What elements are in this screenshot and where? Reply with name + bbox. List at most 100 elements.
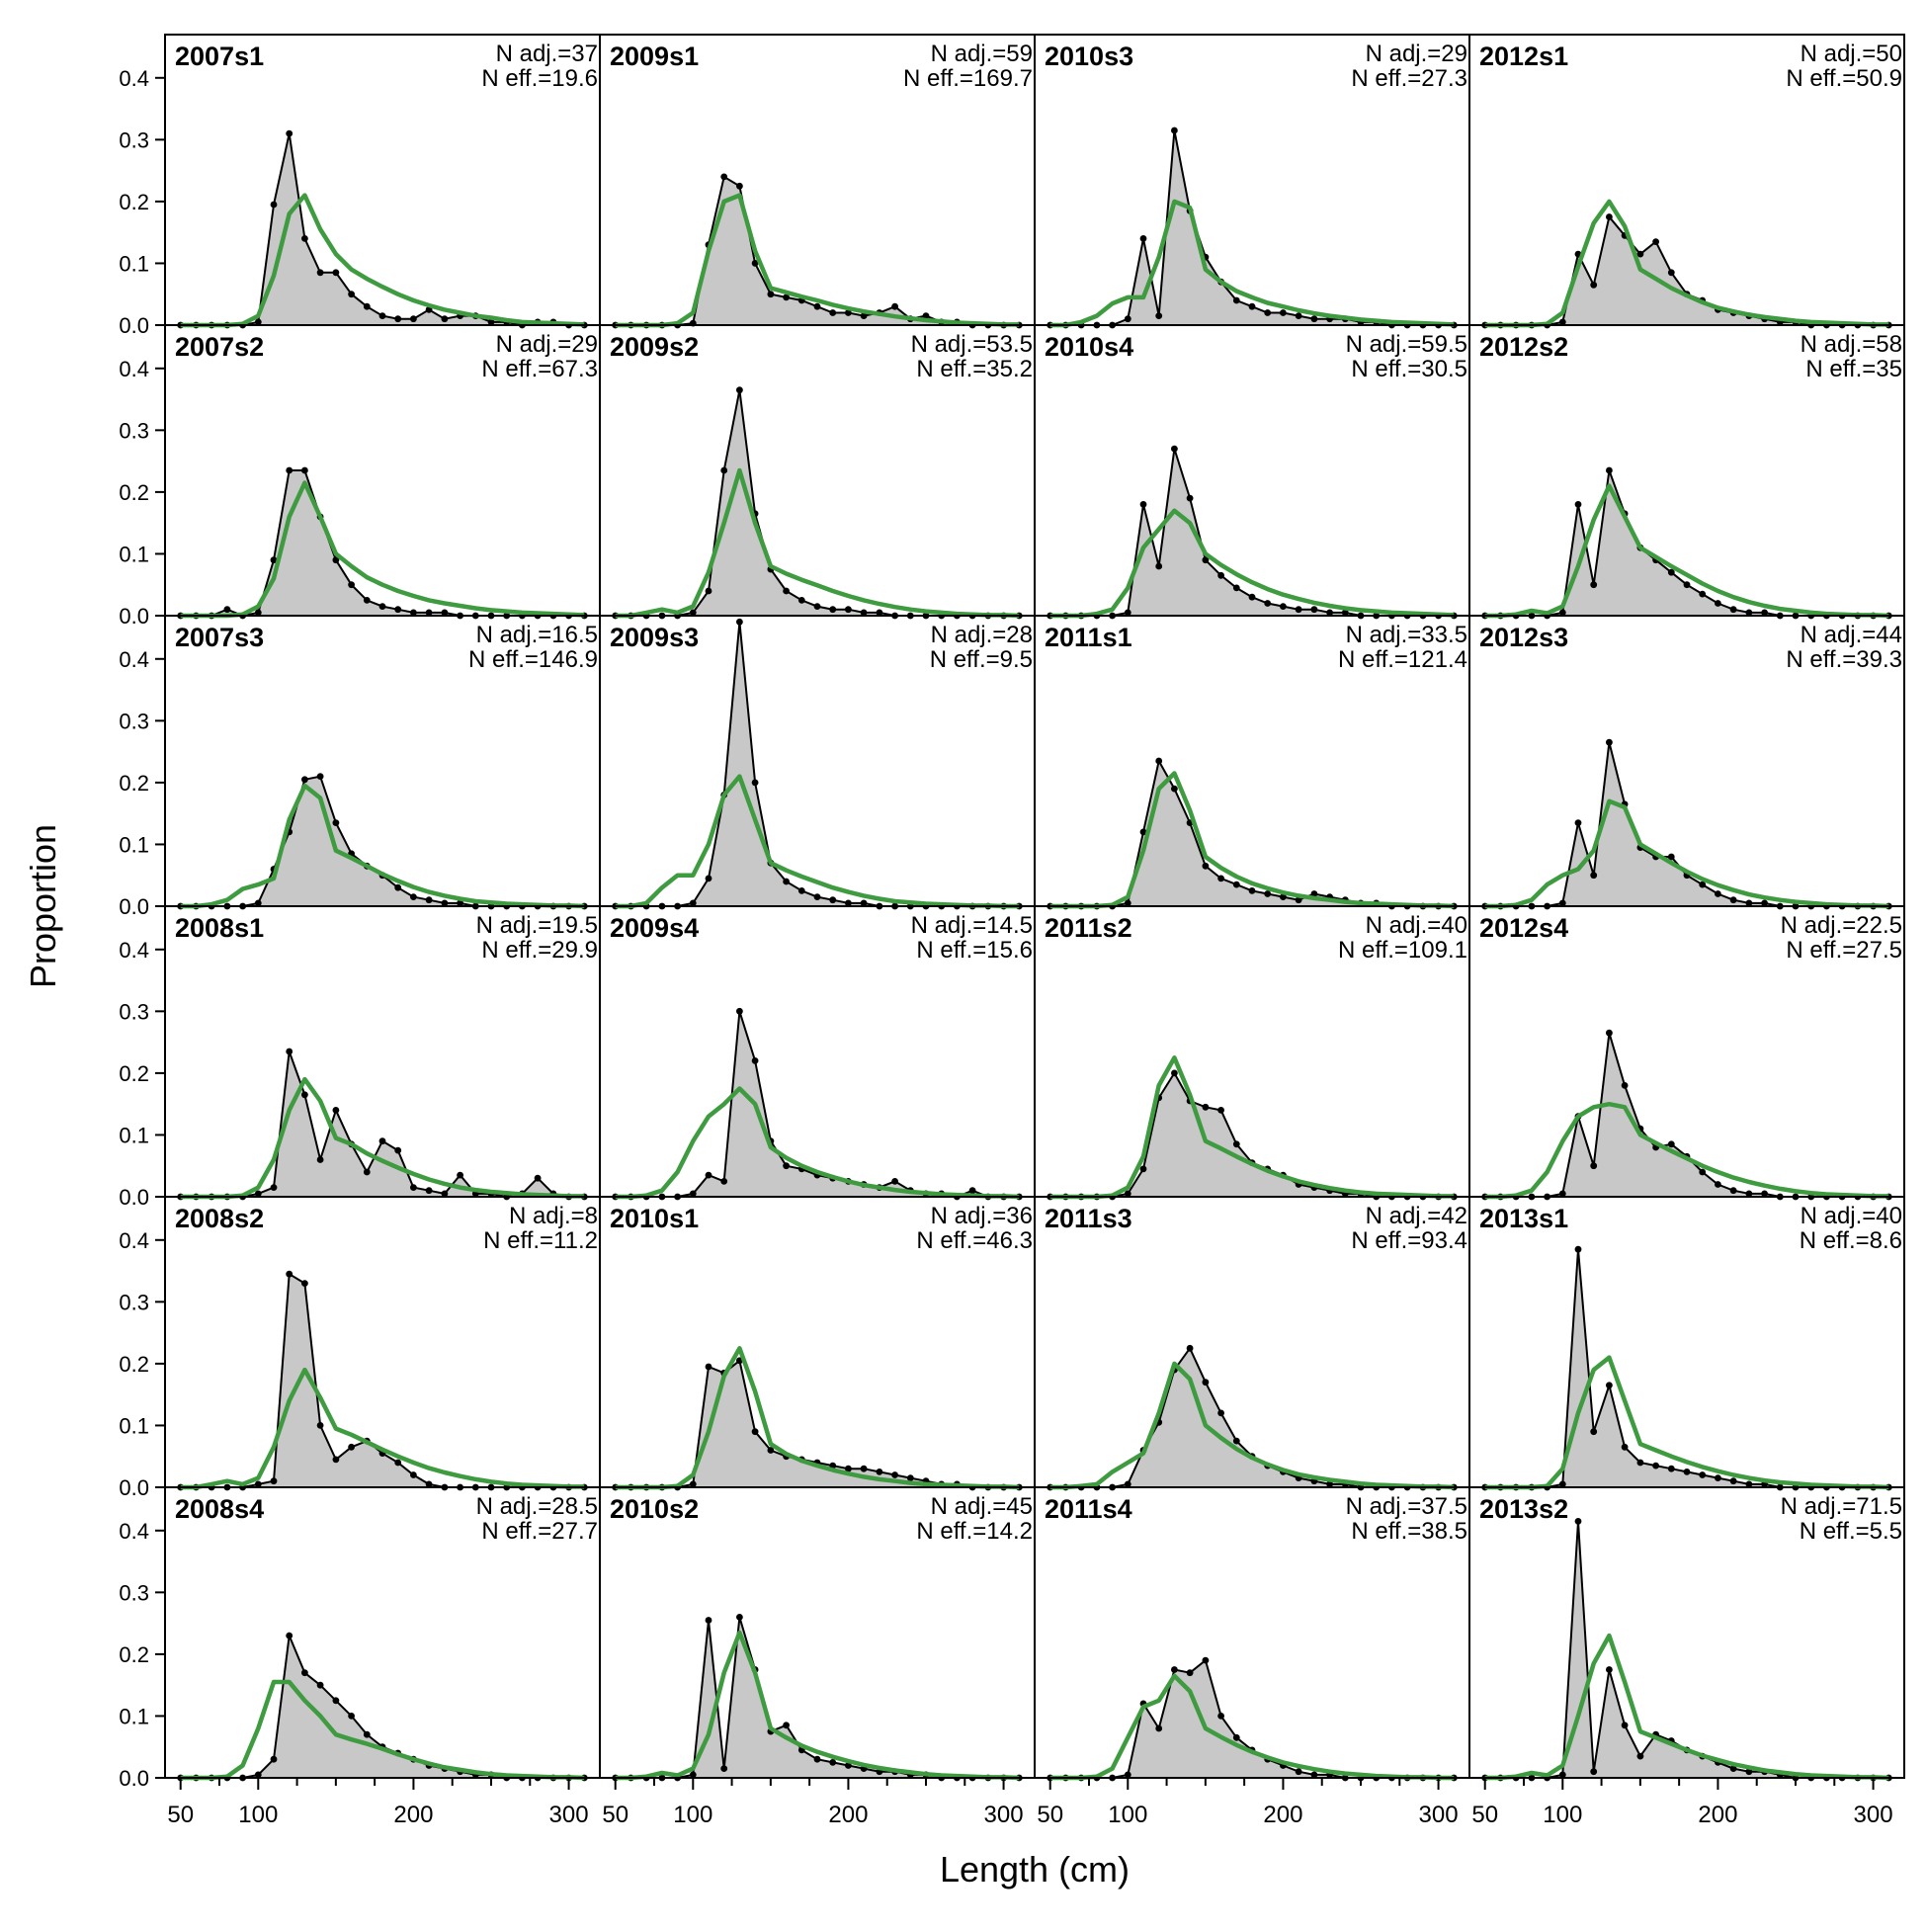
observed-point-2012s1-170 [1667, 269, 1675, 277]
observed-area-2010s4 [1049, 449, 1455, 616]
n-eff-label: N eff.=14.2 [916, 1518, 1033, 1545]
observed-area-2007s3 [180, 776, 585, 906]
n-eff-label: N eff.=121.4 [1338, 646, 1467, 673]
observed-point-2007s1-120 [286, 129, 293, 137]
observed-point-2009s1-160 [783, 294, 790, 301]
observed-point-2007s3-190 [394, 883, 402, 891]
observed-point-2010s2-120 [720, 1765, 728, 1772]
observed-point-2007s2-210 [425, 609, 433, 617]
x-tick-label: 300 [984, 1802, 1024, 1828]
n-eff-label: N eff.=93.4 [1351, 1227, 1467, 1254]
observed-point-2009s4-130 [736, 1007, 743, 1015]
expected-line-2010s2 [615, 1630, 1020, 1781]
observed-point-2007s1-130 [301, 235, 308, 242]
n-adj-label: N adj.=59 [931, 41, 1033, 67]
observed-point-2007s2-180 [378, 603, 386, 610]
observed-point-2008s1-120 [286, 1048, 293, 1055]
observed-point-2007s1-190 [394, 315, 402, 323]
n-eff-label: N eff.=27.5 [1786, 937, 1902, 964]
observed-point-2008s1-180 [378, 1137, 386, 1145]
y-tick-label: 0.1 [119, 1123, 149, 1147]
observed-point-2011s1-170 [1232, 881, 1240, 888]
observed-point-2007s1-110 [270, 201, 278, 209]
n-eff-label: N eff.=30.5 [1351, 356, 1467, 382]
n-eff-label: N eff.=11.2 [483, 1227, 598, 1254]
observed-point-2013s1-100 [1558, 1480, 1566, 1488]
observed-point-2007s3-100 [254, 899, 262, 907]
y-tick-label: 0.2 [119, 1642, 149, 1667]
observed-line-2009s2 [615, 389, 1020, 617]
n-adj-label: N adj.=28 [931, 622, 1033, 648]
y-tick-label: 0.0 [119, 894, 149, 919]
observed-point-2009s2-120 [720, 466, 728, 474]
observed-point-2013s2-140 [1621, 1722, 1629, 1729]
panel-label: 2012s2 [1479, 332, 1568, 362]
observed-point-2008s1-100 [254, 1190, 262, 1198]
observed-point-2007s3-220 [441, 899, 449, 907]
observed-point-2012s1-150 [1636, 250, 1644, 258]
x-tick-label: 300 [549, 1802, 589, 1828]
observed-point-2007s1-200 [410, 315, 417, 323]
observed-point-2007s2-120 [286, 466, 293, 474]
y-tick-label: 0.2 [119, 771, 149, 796]
n-adj-label: N adj.=40 [1801, 1203, 1902, 1229]
observed-area-2007s1 [180, 133, 585, 325]
observed-point-2008s2-150 [332, 1456, 340, 1464]
observed-point-2010s2-190 [829, 1759, 837, 1766]
observed-point-2007s1-220 [441, 315, 449, 323]
expected-line-2008s2 [180, 1367, 585, 1490]
panel-label: 2008s1 [175, 913, 264, 943]
observed-area-2007s2 [180, 470, 585, 616]
panel-label: 2011s2 [1045, 913, 1132, 943]
observed-point-2012s2-100 [1558, 609, 1566, 617]
observed-point-2009s1-140 [751, 260, 759, 267]
observed-point-2011s3-160 [1217, 1409, 1224, 1417]
x-tick-label: 300 [1419, 1802, 1459, 1828]
observed-point-2012s4-200 [1715, 1181, 1721, 1188]
x-tick-label: 100 [1108, 1802, 1147, 1828]
observed-point-2008s1-150 [332, 1107, 340, 1114]
observed-point-2009s3-170 [797, 887, 805, 894]
expected-line-2007s2 [180, 480, 585, 619]
observed-area-2011s3 [1049, 1348, 1455, 1487]
observed-point-2012s3-110 [1574, 819, 1582, 826]
observed-point-2008s4-160 [348, 1713, 355, 1720]
observed-area-2012s4 [1484, 1033, 1889, 1197]
observed-point-2010s1-210 [860, 1465, 868, 1472]
observed-line-2009s4 [615, 1011, 1020, 1199]
observed-point-2011s1-210 [1295, 896, 1302, 904]
observed-point-2012s2-200 [1715, 600, 1721, 607]
observed-point-2013s1-160 [1652, 1462, 1659, 1470]
panel-label: 2007s3 [175, 623, 264, 652]
observed-point-2012s4-190 [1699, 1168, 1707, 1176]
observed-point-2009s3-160 [783, 878, 790, 885]
observed-point-2011s1-100 [1124, 899, 1131, 907]
n-eff-label: N eff.=109.1 [1338, 937, 1467, 964]
observed-area-2011s4 [1049, 1660, 1455, 1778]
observed-point-2012s4-130 [1606, 1029, 1613, 1037]
observed-area-2010s2 [615, 1617, 1020, 1778]
observed-point-2010s1-150 [767, 1447, 775, 1454]
expected-line-2007s3 [180, 783, 585, 909]
observed-point-2009s2-200 [845, 606, 852, 614]
y-tick-label: 0.2 [119, 480, 149, 505]
observed-point-2007s2-200 [410, 609, 417, 617]
x-axis-label: Length (cm) [940, 1849, 1130, 1890]
observed-point-2009s1-120 [720, 173, 728, 181]
n-adj-label: N adj.=16.5 [476, 622, 598, 648]
observed-point-2007s1-140 [316, 269, 324, 277]
observed-point-2013s1-180 [1683, 1469, 1691, 1475]
observed-area-2013s2 [1484, 1521, 1889, 1778]
observed-point-2009s3-180 [813, 893, 821, 900]
n-adj-label: N adj.=36 [931, 1203, 1033, 1229]
observed-point-2010s4-120 [1155, 562, 1163, 570]
observed-point-2011s1-160 [1217, 875, 1224, 882]
n-adj-label: N adj.=59.5 [1346, 331, 1467, 358]
observed-point-2007s3-230 [457, 899, 463, 907]
observed-point-2011s4-140 [1186, 1669, 1194, 1677]
observed-point-2008s1-130 [301, 1091, 308, 1099]
observed-point-2010s4-140 [1186, 494, 1194, 502]
observed-area-2009s1 [615, 176, 1020, 325]
